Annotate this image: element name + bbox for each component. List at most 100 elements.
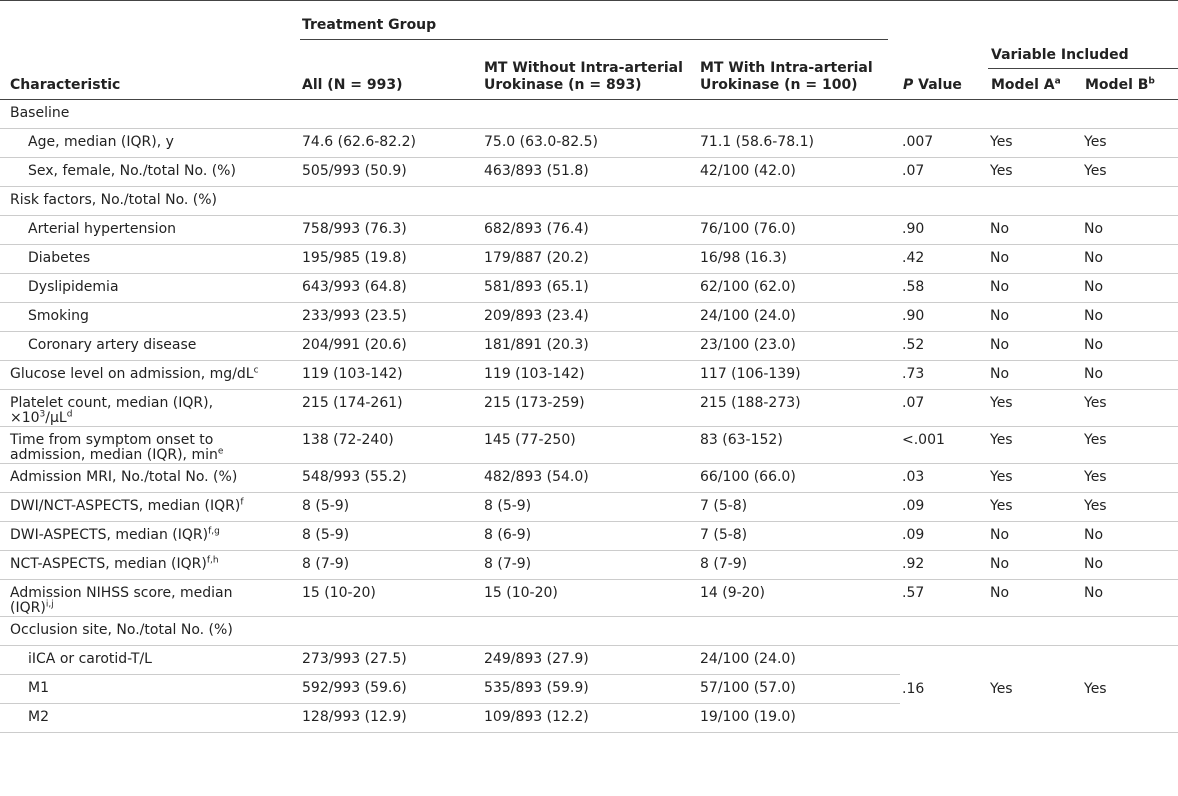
row-label: Admission MRI, No./total No. (%) — [0, 463, 300, 493]
text: All (N = 993) — [302, 77, 403, 93]
cell: 8 (5-9) — [482, 492, 698, 522]
table-row: DWI-ASPECTS, median (IQR)f,g 8 (5-9) 8 (6-… — [0, 521, 1178, 551]
section-row: Occlusion site, No./total No. (%) — [0, 616, 1178, 646]
cell: 15 (10-20) — [482, 579, 698, 617]
cell: No — [1082, 360, 1178, 390]
row-label: Glucose level on admission, mg/dLc — [0, 360, 300, 390]
cell: Yes — [988, 128, 1082, 158]
cell: Yes — [988, 157, 1082, 187]
column-header: P Value — [903, 77, 962, 94]
row-label: M2 — [0, 703, 300, 733]
italic-text: P — [903, 77, 914, 93]
text: Smoking — [28, 308, 89, 324]
cell: 15 (10-20) — [300, 579, 482, 617]
cell: 8 (7-9) — [698, 550, 900, 580]
text: MT With Intra-arterial Urokinase (n = 10… — [700, 60, 873, 93]
cell: 66/100 (66.0) — [698, 463, 900, 493]
cell: 19/100 (19.0) — [698, 703, 900, 733]
table-row: Diabetes 195/985 (19.8) 179/887 (20.2) 16/9… — [0, 244, 1178, 274]
text: Characteristic — [10, 77, 121, 93]
table-row: Arterial hypertension 758/993 (76.3) 682/8… — [0, 215, 1178, 245]
cell: Yes — [1082, 389, 1178, 427]
row-label: Arterial hypertension — [0, 215, 300, 245]
text: Coronary artery disease — [28, 337, 197, 353]
cell: 215 (174-261) — [300, 389, 482, 427]
cell: 8 (5-9) — [300, 521, 482, 551]
cell: .52 — [900, 331, 988, 361]
superscript: f,g — [208, 526, 220, 537]
cell: 181/891 (20.3) — [482, 331, 698, 361]
text: Risk factors, No./total No. (%) — [10, 192, 218, 208]
cell: 24/100 (24.0) — [698, 645, 900, 675]
cell: .09 — [900, 492, 988, 522]
text: Occlusion site, No./total No. (%) — [10, 622, 233, 638]
column-header: Characteristic — [10, 77, 120, 94]
cell: No — [988, 360, 1082, 390]
cell: 138 (72-240) — [300, 426, 482, 464]
superscript: f — [240, 497, 244, 508]
cell: 23/100 (23.0) — [698, 331, 900, 361]
superscript: c — [253, 365, 259, 376]
table-row: Sex, female, No./total No. (%) 505/993 (5… — [0, 157, 1178, 187]
cell: 42/100 (42.0) — [698, 157, 900, 187]
cell: 535/893 (59.9) — [482, 674, 698, 704]
row-label: iICA or carotid-T/L — [0, 645, 300, 675]
cell: 195/985 (19.8) — [300, 244, 482, 274]
text: Platelet count, median (IQR), ×10 — [10, 395, 214, 426]
section-row: Risk factors, No./total No. (%) — [0, 186, 1178, 216]
cell: No — [1082, 302, 1178, 332]
cell: No — [1082, 550, 1178, 580]
cell: No — [1082, 579, 1178, 617]
cell: 145 (77-250) — [482, 426, 698, 464]
cell: 581/893 (65.1) — [482, 273, 698, 303]
group-rule — [300, 39, 888, 40]
cell: No — [988, 579, 1082, 617]
text: Value — [913, 77, 962, 93]
cell: 119 (103-142) — [300, 360, 482, 390]
row-label: Baseline — [0, 100, 1178, 129]
table-row: Time from symptom onset to admission, me… — [0, 426, 1178, 464]
cell: Yes — [988, 492, 1082, 522]
text: Sex, female, No./total No. (%) — [28, 163, 236, 179]
cell: No — [988, 273, 1082, 303]
superscript: a — [1054, 76, 1061, 87]
superscript: f,h — [206, 555, 219, 566]
cell: 76/100 (76.0) — [698, 215, 900, 245]
cell: .90 — [900, 215, 988, 245]
cell: .58 — [900, 273, 988, 303]
cell: 109/893 (12.2) — [482, 703, 698, 733]
group-title: Treatment Group — [302, 17, 437, 33]
text: Model B — [1085, 77, 1149, 93]
cell: No — [988, 302, 1082, 332]
cell: 682/893 (76.4) — [482, 215, 698, 245]
cell: No — [988, 244, 1082, 274]
text: Time from symptom onset to admission, me… — [10, 432, 218, 463]
row-label: DWI-ASPECTS, median (IQR)f,g — [0, 521, 300, 551]
cell: 643/993 (64.8) — [300, 273, 482, 303]
column-header: MT Without Intra-arterial Urokinase (n =… — [484, 60, 683, 94]
column-header: Model Bb — [1085, 77, 1155, 94]
row-label: Diabetes — [0, 244, 300, 274]
cell: 117 (106-139) — [698, 360, 900, 390]
text: iICA or carotid-T/L — [28, 651, 152, 667]
cell: .42 — [900, 244, 988, 274]
cell: 233/993 (23.5) — [300, 302, 482, 332]
group-rule — [988, 68, 1178, 69]
text: M1 — [28, 680, 49, 696]
row-label: Age, median (IQR), y — [0, 128, 300, 158]
cell: Yes — [988, 463, 1082, 493]
cell: 463/893 (51.8) — [482, 157, 698, 187]
row-label: Dyslipidemia — [0, 273, 300, 303]
cell: Yes — [1082, 463, 1178, 493]
cell: 8 (5-9) — [300, 492, 482, 522]
text: Model A — [991, 77, 1055, 93]
column-header: All (N = 993) — [302, 77, 403, 94]
cell: No — [988, 331, 1082, 361]
text: /μL — [45, 410, 67, 426]
cell: Yes — [988, 426, 1082, 464]
cell: 209/893 (23.4) — [482, 302, 698, 332]
table-row: M1 592/993 (59.6) 535/893 (59.9) 57/100 (57… — [0, 674, 1178, 704]
cell: 16/98 (16.3) — [698, 244, 900, 274]
superscript: b — [1148, 76, 1155, 87]
cell: No — [1082, 331, 1178, 361]
